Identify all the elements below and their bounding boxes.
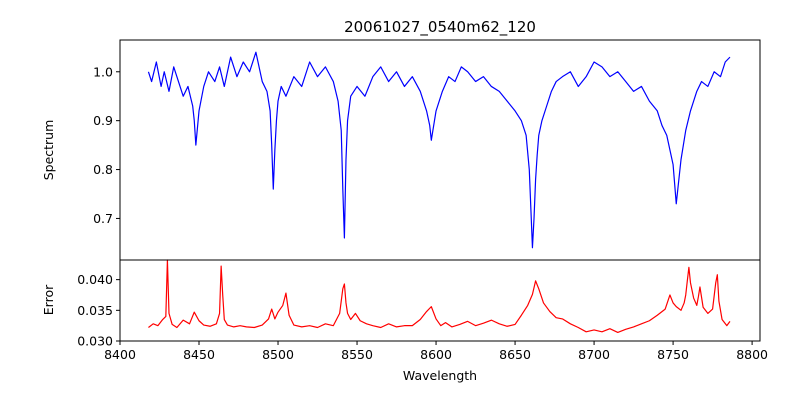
spectrum-y-tick-label: 0.7 <box>93 211 113 226</box>
error-plot-frame <box>119 259 761 342</box>
spectrum-y-tick-label: 1.0 <box>93 64 113 79</box>
x-tick-label: 8450 <box>183 347 215 362</box>
spectrum-y-axis-label: Spectrum <box>41 120 56 181</box>
x-tick-label: 8600 <box>420 347 452 362</box>
spectrum-series-line-0 <box>147 51 731 249</box>
error-y-tick-label: 0.040 <box>77 272 113 287</box>
spectrum-y-tick-label: 0.8 <box>93 162 113 177</box>
error-y-ticks: 0.030 0.035 0.040 <box>77 272 120 349</box>
spectrum-y-tick-label: 0.9 <box>93 113 113 128</box>
error-series-group <box>148 259 731 334</box>
x-tick-label: 8750 <box>657 347 689 362</box>
x-tick-label: 8400 <box>104 347 136 362</box>
spectrum-panel: 0.7 0.8 0.9 1.0 Spectrum <box>41 39 761 261</box>
x-axis-label: Wavelength <box>403 368 477 383</box>
x-tick-label: 8550 <box>341 347 373 362</box>
x-tick-label: 8500 <box>262 347 294 362</box>
x-tick-label: 8800 <box>736 347 768 362</box>
error-series-line-0 <box>148 259 731 334</box>
spectrum-y-ticks: 0.7 0.8 0.9 1.0 <box>93 64 120 226</box>
spectrum-series-group <box>147 51 731 249</box>
error-y-tick-label: 0.035 <box>77 303 113 318</box>
error-y-axis-label: Error <box>41 284 56 315</box>
error-y-tick-label: 0.030 <box>77 334 113 349</box>
chart-title: 20061027_0540m62_120 <box>344 18 536 37</box>
x-tick-label: 8650 <box>499 347 531 362</box>
error-x-ticks: 8400 8450 8500 8550 8600 8650 8700 8750 8800 <box>104 341 768 362</box>
error-panel: 0.030 0.035 0.040 8400 8450 8500 8550 8600 8650… <box>41 259 768 383</box>
x-tick-label: 8700 <box>578 347 610 362</box>
